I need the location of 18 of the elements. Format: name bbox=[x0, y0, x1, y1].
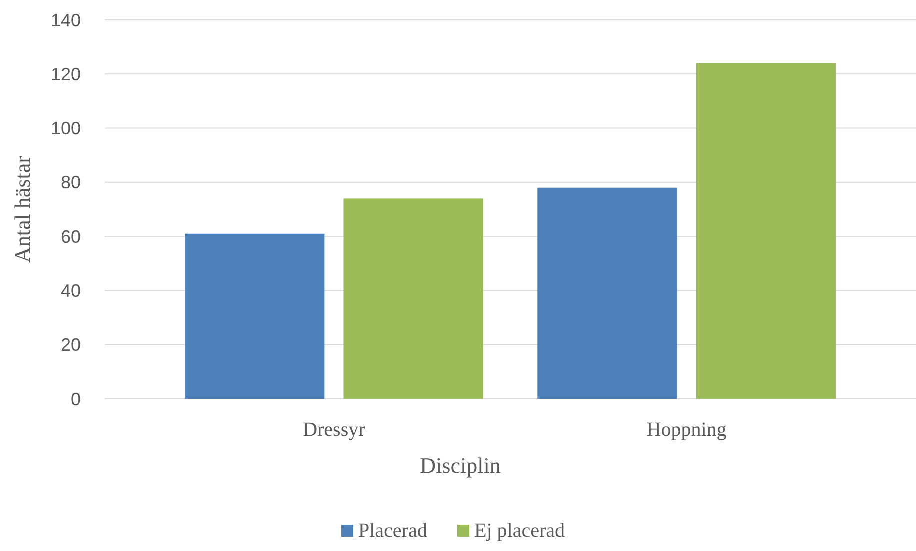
bar bbox=[344, 198, 484, 399]
y-tick-label: 40 bbox=[60, 281, 81, 302]
bar bbox=[185, 234, 325, 399]
x-axis-title: Disciplin bbox=[420, 453, 501, 478]
x-tick-label: Dressyr bbox=[303, 419, 366, 441]
y-tick-label: 100 bbox=[50, 118, 81, 139]
x-tick-label: Hoppning bbox=[646, 419, 727, 441]
y-tick-label: 0 bbox=[70, 389, 81, 410]
y-tick-label: 60 bbox=[60, 226, 81, 247]
y-tick-label: 120 bbox=[50, 64, 81, 84]
y-tick-label: 140 bbox=[50, 10, 81, 30]
bar bbox=[538, 188, 678, 399]
y-tick-label: 80 bbox=[60, 172, 81, 193]
legend-label: Ej placerad bbox=[474, 520, 565, 542]
bar bbox=[696, 63, 836, 399]
y-axis-title: Antal hästar bbox=[10, 155, 35, 263]
y-tick-label: 20 bbox=[60, 335, 81, 356]
legend-label: Placerad bbox=[358, 520, 428, 542]
